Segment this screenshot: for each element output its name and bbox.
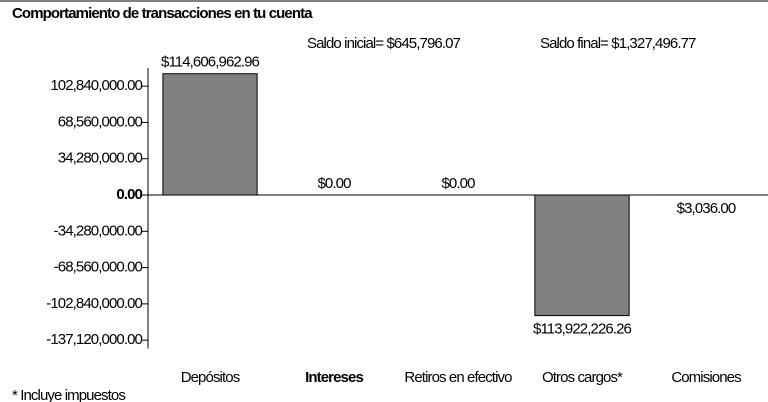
y-tick-label: 68,560,000.00	[58, 113, 143, 130]
value-label: $0.00	[317, 175, 351, 192]
value-label: $114,606,962.96	[161, 54, 260, 71]
y-tick-label: 0.00	[116, 186, 142, 203]
x-tick-label: Retiros en efectivo	[404, 369, 512, 386]
y-tick-label: -102,840,000.00	[46, 295, 142, 312]
annotation: Saldo final= $1,327,496.77	[540, 35, 696, 52]
value-label: $3,036.00	[677, 200, 736, 217]
y-tick-label: -68,560,000.00	[54, 259, 143, 276]
x-tick-label: Otros cargos*	[542, 369, 623, 386]
y-tick-label: 102,840,000.00	[50, 77, 142, 94]
y-tick-label: -137,120,000.00	[46, 331, 142, 348]
value-label: $0.00	[441, 175, 475, 192]
chart-title: Comportamiento de transacciones en tu cu…	[12, 5, 313, 22]
bar	[162, 73, 258, 196]
value-label: $113,922,226.26	[533, 321, 632, 338]
bar	[534, 194, 630, 317]
x-tick-label: Depósitos	[181, 369, 240, 386]
annotation: Saldo inicial= $645,796.07	[307, 35, 461, 52]
y-tick-label: -34,280,000.00	[54, 222, 143, 239]
footnote: * Incluye impuestos	[12, 387, 125, 402]
x-tick-label: Comisiones	[671, 369, 741, 386]
y-tick-label: 34,280,000.00	[58, 150, 143, 167]
x-tick-label: Intereses	[305, 369, 363, 386]
